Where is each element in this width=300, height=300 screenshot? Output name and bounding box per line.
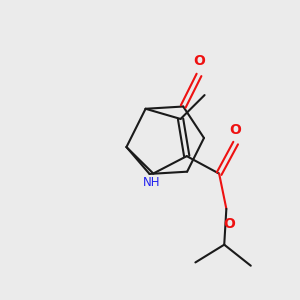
Text: O: O bbox=[230, 123, 242, 137]
Text: O: O bbox=[224, 217, 235, 231]
Text: NH: NH bbox=[143, 176, 161, 189]
Text: O: O bbox=[193, 54, 205, 68]
